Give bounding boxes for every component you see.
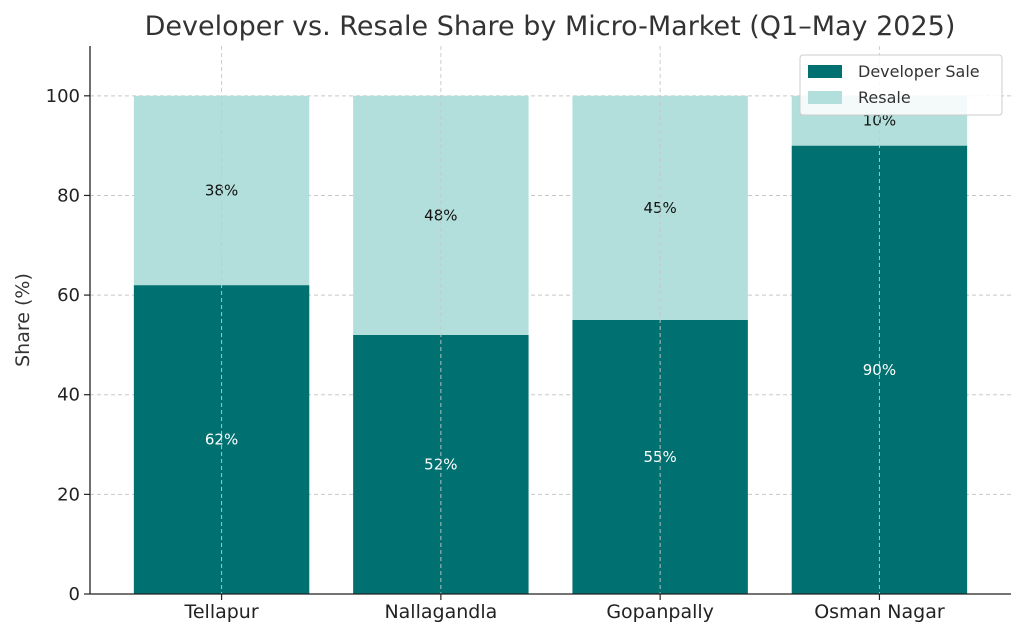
vertical-grid-lines <box>221 46 880 594</box>
data-label: 55% <box>643 448 676 466</box>
chart-title: Developer vs. Resale Share by Micro-Mark… <box>145 11 956 42</box>
data-label: 10% <box>863 112 896 130</box>
y-tick-label: 40 <box>57 385 80 406</box>
data-label: 52% <box>424 455 457 473</box>
legend-label: Developer Sale <box>858 62 980 81</box>
legend-box <box>799 54 1003 116</box>
y-axis-label: Share (%) <box>12 273 34 367</box>
bars <box>133 95 968 595</box>
x-tick-label: Osman Nagar <box>814 601 945 623</box>
x-tick-label: Nallagandla <box>384 601 497 623</box>
data-label: 38% <box>205 181 238 199</box>
legend-swatch <box>808 91 842 104</box>
legend-swatch <box>808 65 842 78</box>
x-tick-label: Tellapur <box>183 601 258 623</box>
tick-labels: 0 20 40 60 80 100 Tellapur Nallagandla Gopanpall… <box>46 86 945 623</box>
y-tick-label: 0 <box>69 584 80 605</box>
y-tick-label: 80 <box>57 185 80 206</box>
y-tick-label: 20 <box>57 484 80 505</box>
legend-label: Resale <box>858 88 911 107</box>
bar-developer-sale <box>572 320 748 594</box>
y-tick-label: 100 <box>46 86 80 107</box>
y-tick-label: 60 <box>57 285 80 306</box>
axes <box>84 46 1011 600</box>
legend: Developer Sale Resale <box>799 54 1003 116</box>
x-tick-label: Gopanpally <box>606 601 714 623</box>
bar-resale <box>133 95 310 286</box>
